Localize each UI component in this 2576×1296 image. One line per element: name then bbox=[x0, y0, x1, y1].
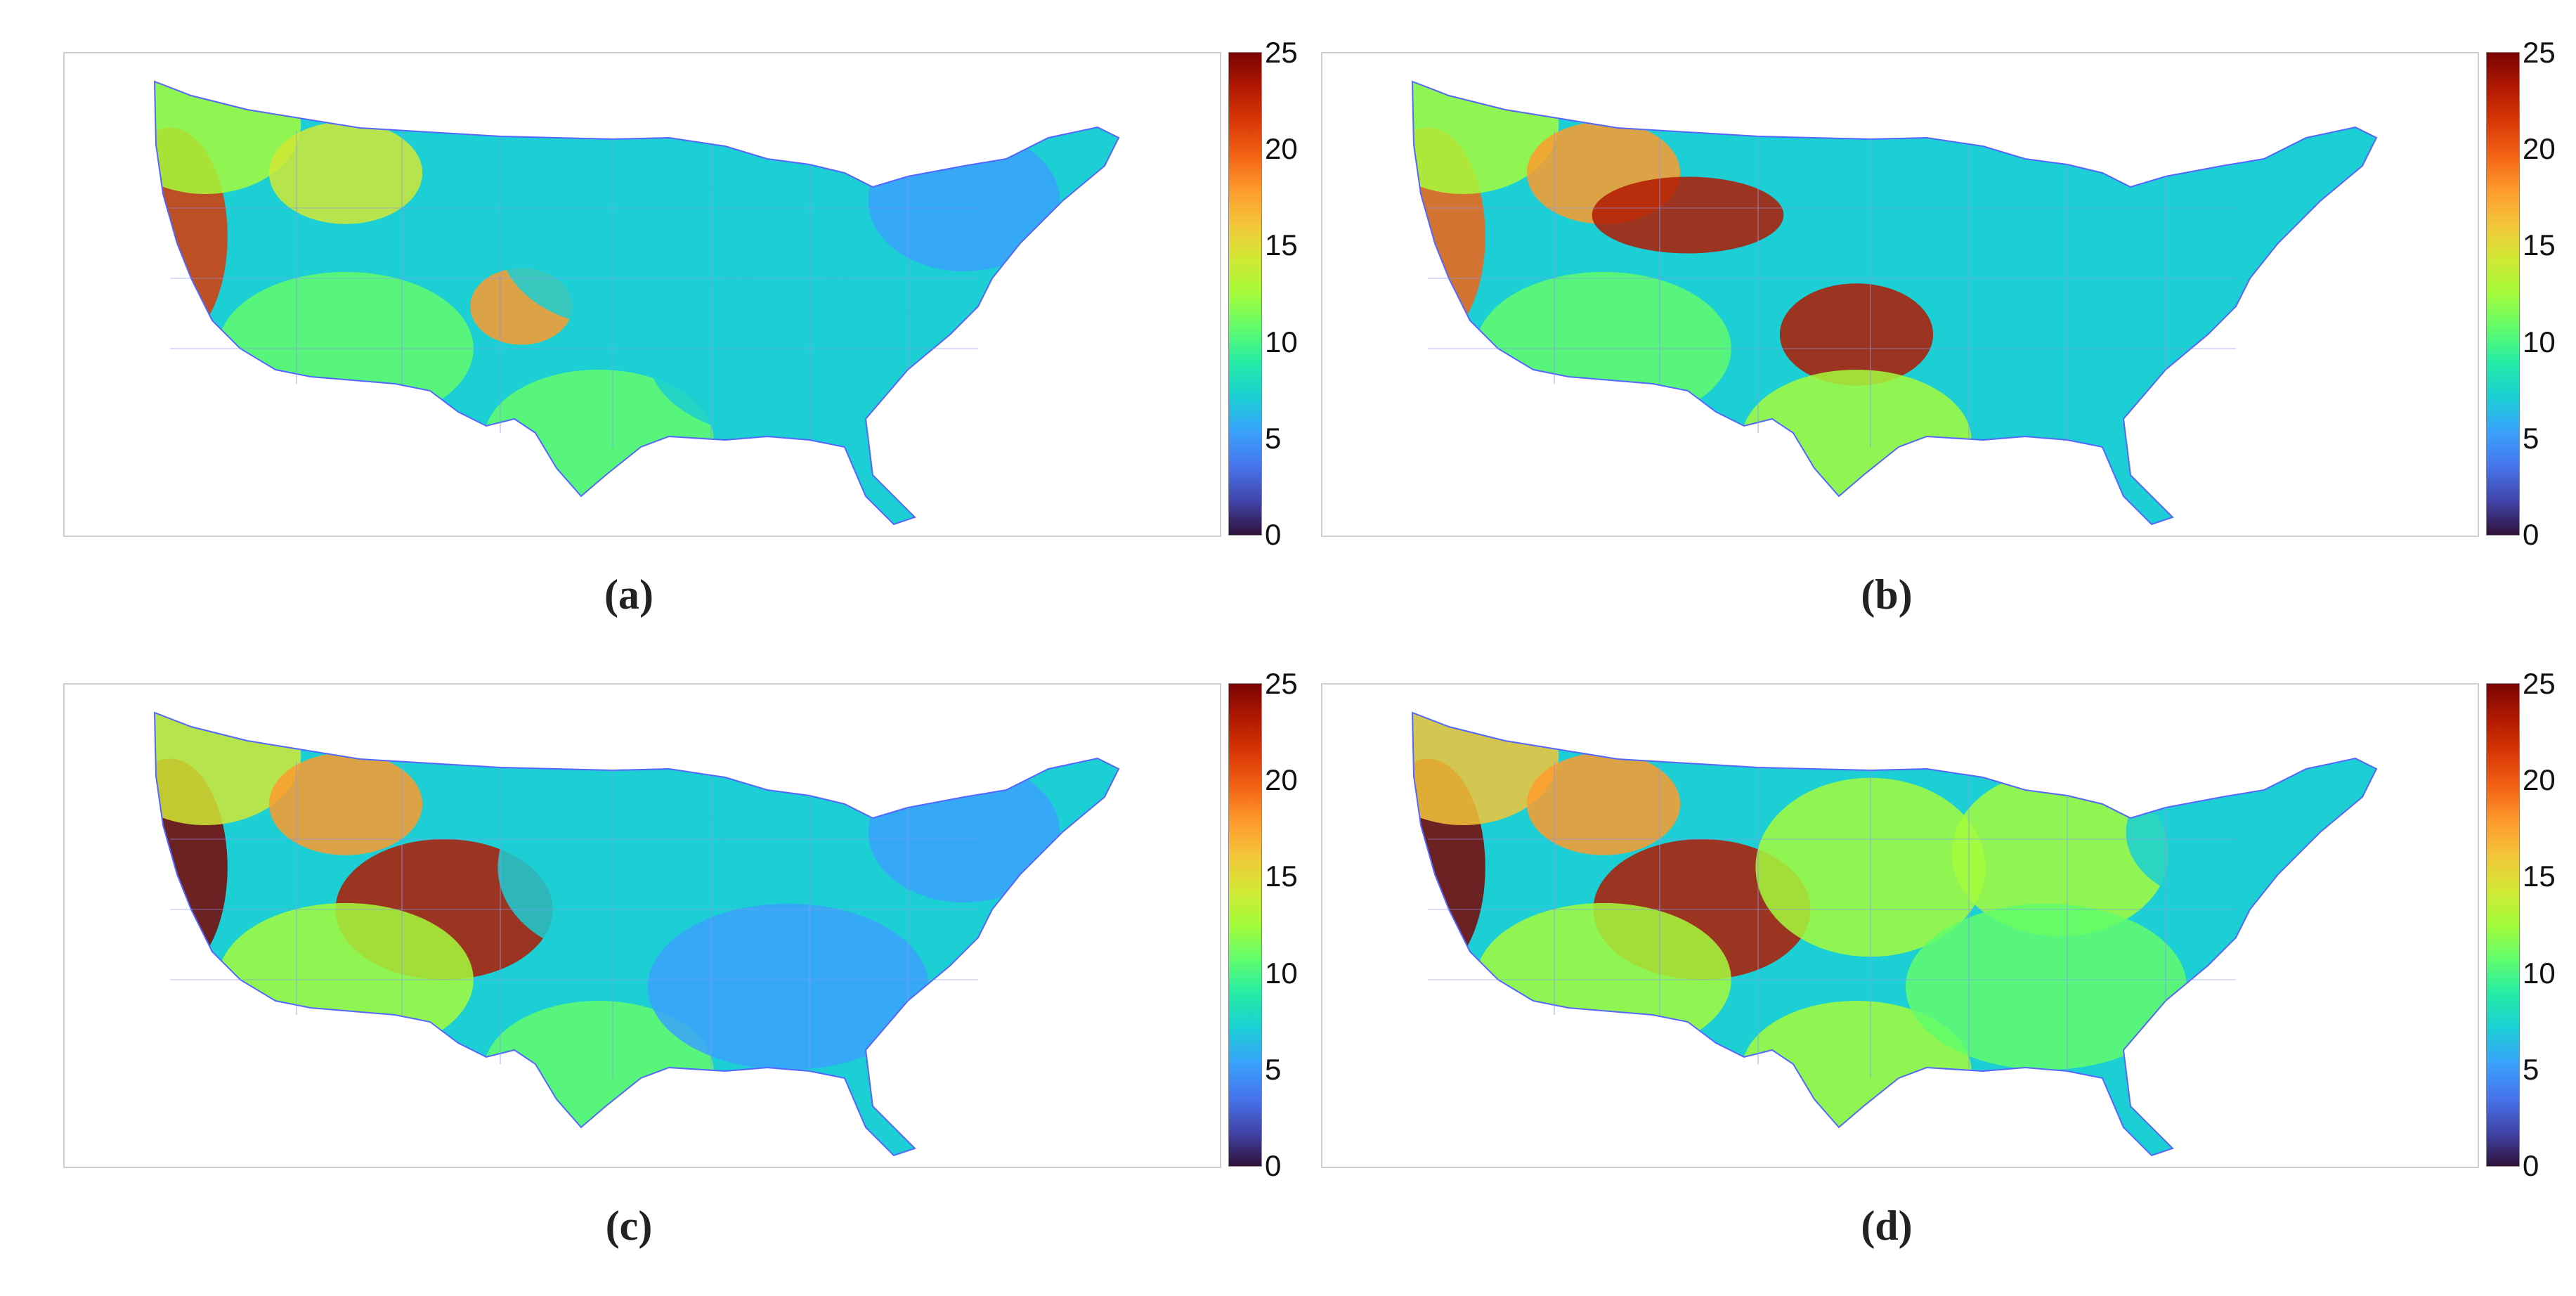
heat-region bbox=[868, 131, 1060, 271]
heat-region bbox=[1526, 753, 1681, 855]
heatmap-svg bbox=[153, 711, 1120, 1157]
heat-region bbox=[868, 762, 1060, 902]
colorbar-tick-label: 25 bbox=[1265, 667, 1298, 700]
heat-layer bbox=[1412, 713, 2376, 1155]
map-frame bbox=[1321, 683, 2479, 1168]
map-frame bbox=[63, 683, 1221, 1168]
colorbar bbox=[1228, 52, 1262, 536]
colorbar-tick-label: 5 bbox=[1265, 421, 1282, 455]
colorbar-tick-label: 5 bbox=[2523, 1052, 2539, 1086]
heat-region bbox=[1592, 176, 1784, 254]
map-frame bbox=[1321, 52, 2479, 537]
heat-region bbox=[1779, 283, 1934, 386]
state-borders bbox=[153, 711, 1120, 1157]
heatmap-svg bbox=[1411, 711, 2378, 1157]
colorbar-tick-label: 20 bbox=[2523, 132, 2556, 166]
heat-region bbox=[1951, 770, 2169, 937]
colorbar bbox=[2486, 52, 2520, 536]
map-panel-a: 0 5 10 15 20 25 (a) bbox=[0, 0, 1298, 618]
colorbar-tick-label: 20 bbox=[2523, 763, 2556, 797]
map-panel-c: 0 5 10 15 20 25 (c) bbox=[0, 631, 1298, 1250]
heat-layer bbox=[155, 713, 1119, 1155]
colorbar-tick-label: 0 bbox=[1265, 518, 1282, 551]
heat-region bbox=[268, 122, 423, 224]
heatmap-svg bbox=[153, 80, 1120, 526]
colorbar-tick-label: 15 bbox=[1265, 228, 1298, 262]
colorbar-tick-label: 10 bbox=[2523, 956, 2556, 990]
heat-region bbox=[1906, 903, 2187, 1070]
colorbar-tick-label: 15 bbox=[2523, 860, 2556, 893]
heat-region bbox=[648, 903, 929, 1070]
colorbar-tick-label: 15 bbox=[1265, 860, 1298, 893]
map-panel-b: 0 5 10 15 20 25 (b) bbox=[1258, 0, 2556, 618]
heat-layer bbox=[1412, 82, 2376, 524]
panel-caption: (a) bbox=[604, 571, 653, 618]
panel-caption: (c) bbox=[605, 1203, 653, 1249]
colorbar-tick-label: 10 bbox=[1265, 325, 1298, 358]
state-borders bbox=[1411, 80, 2378, 526]
colorbar-tick-label: 10 bbox=[2523, 325, 2556, 358]
heat-layer bbox=[155, 82, 1119, 524]
colorbar-tick-label: 15 bbox=[2523, 228, 2556, 262]
colorbar-tick-label: 25 bbox=[2523, 36, 2556, 69]
colorbar-tick-label: 20 bbox=[1265, 132, 1298, 166]
heat-region bbox=[2126, 762, 2318, 902]
colorbar-tick-label: 20 bbox=[1265, 763, 1298, 797]
colorbar bbox=[1228, 683, 1262, 1167]
colorbar-tick-label: 25 bbox=[2523, 667, 2556, 700]
colorbar-tick-label: 0 bbox=[2523, 1149, 2539, 1182]
map-frame bbox=[63, 52, 1221, 537]
heat-region bbox=[1741, 370, 1972, 510]
colorbar-tick-label: 5 bbox=[1265, 1052, 1282, 1086]
heatmap-svg bbox=[1411, 80, 2378, 526]
heat-region bbox=[648, 272, 929, 439]
state-borders bbox=[153, 80, 1120, 526]
panel-caption: (b) bbox=[1861, 571, 1913, 618]
map-panel-d: 0 5 10 15 20 25 (d) bbox=[1258, 631, 2556, 1250]
colorbar-tick-label: 5 bbox=[2523, 421, 2539, 455]
colorbar-tick-label: 10 bbox=[1265, 956, 1298, 990]
heat-region bbox=[268, 753, 423, 855]
colorbar-tick-label: 0 bbox=[2523, 518, 2539, 551]
state-borders bbox=[1411, 711, 2378, 1157]
colorbar-tick-label: 25 bbox=[1265, 36, 1298, 69]
colorbar-tick-label: 0 bbox=[1265, 1149, 1282, 1182]
colorbar bbox=[2486, 683, 2520, 1167]
panel-caption: (d) bbox=[1861, 1203, 1913, 1249]
